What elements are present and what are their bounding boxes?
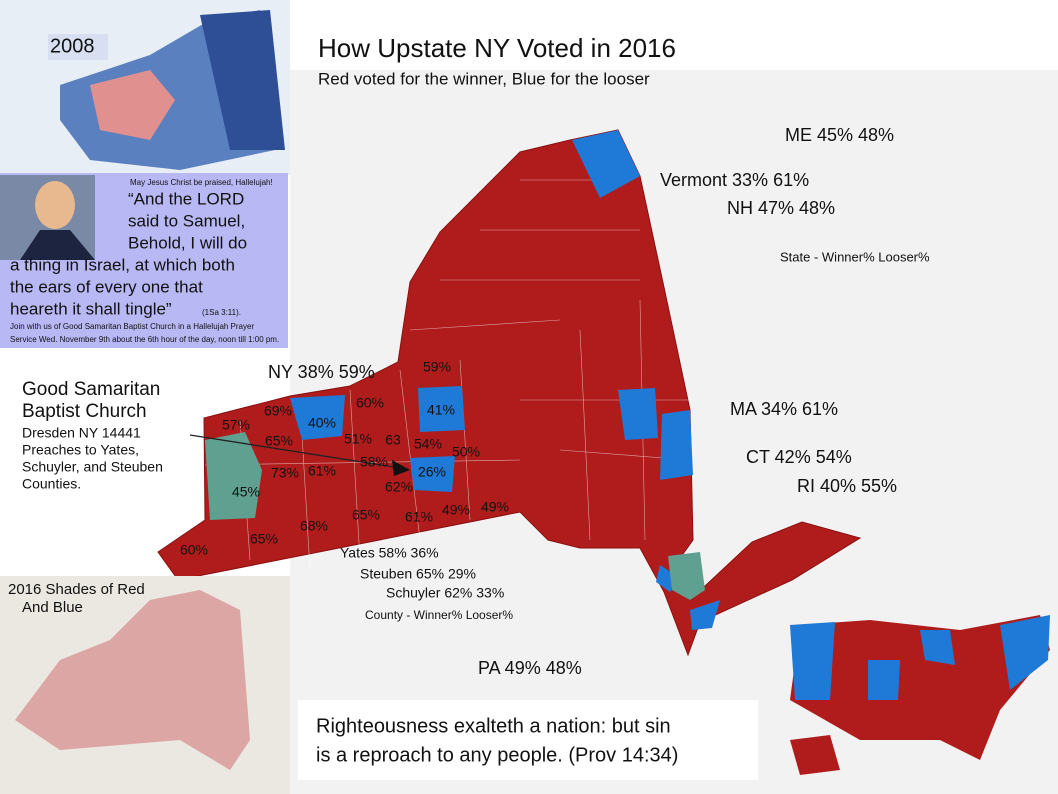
county-blue [660, 410, 693, 480]
inset-2016-label: And Blue [22, 599, 83, 616]
church-name: Baptist Church [22, 401, 147, 422]
county-label: 68% [300, 518, 328, 534]
county-label: 45% [232, 484, 260, 500]
county-label: 57% [222, 417, 250, 433]
county-label: 40% [308, 415, 336, 431]
verse-line: is a reproach to any people. (Prov 14:34… [316, 744, 678, 766]
county-label: 26% [418, 464, 446, 480]
county-green [205, 432, 262, 520]
county-label: 59% [423, 359, 451, 375]
church-detail: Counties. [22, 476, 81, 492]
county-label: 60% [180, 542, 208, 558]
county-blue [690, 600, 720, 630]
inset-2008-neighbors [200, 10, 285, 150]
quote-line: said to Samuel, [128, 211, 245, 230]
state-label: MA 34% 61% [730, 399, 838, 419]
quote-reference: (1Sa 3:11). [202, 308, 241, 317]
county-label: 54% [414, 436, 442, 452]
inset-2016-label: 2016 Shades of Red [8, 581, 145, 598]
county-label: 65% [352, 507, 380, 523]
county-label: 41% [427, 402, 455, 418]
arrowhead [392, 460, 410, 476]
verse-box [298, 700, 758, 780]
county-blue [618, 388, 658, 440]
county-label: 60% [356, 395, 384, 411]
inset-2008-red [90, 70, 175, 140]
county-label: 58% [360, 454, 388, 470]
quote-invite: Service Wed. November 9th about the 6th … [10, 335, 279, 344]
county-label: 65% [265, 433, 293, 449]
verse-line: Righteousness exalteth a nation: but sin [316, 715, 671, 737]
church-detail: Schuyler, and Steuben [22, 459, 163, 475]
us-map-northeast [1000, 615, 1050, 690]
county-blue [418, 386, 465, 432]
county-label: 63 [385, 432, 401, 448]
quote-invite: Join with us of Good Samaritan Baptist C… [10, 322, 254, 331]
arrow [189, 434, 401, 469]
church-detail: Dresden NY 14441 [22, 425, 141, 441]
county-note: Steuben 65% 29% [360, 566, 476, 582]
inset-2008-label: 2008 [50, 35, 95, 57]
quote-line: the ears of every one that [10, 277, 203, 296]
quote-line: a thing in Israel, at which both [10, 255, 235, 274]
state-label: PA 49% 48% [478, 658, 582, 678]
photo-face [35, 181, 75, 229]
photo-suit [20, 230, 95, 260]
state-label: RI 40% 55% [797, 476, 897, 496]
us-map-colorado [868, 660, 900, 700]
us-map-red [790, 615, 1050, 760]
church-name: Good Samaritan [22, 379, 160, 400]
state-label: ME 45% 48% [785, 125, 894, 145]
title: How Upstate NY Voted in 2016 [318, 33, 676, 63]
state-label: CT 42% 54% [746, 447, 852, 467]
county-label: 62% [385, 479, 413, 495]
inset-2008-label-bg [48, 34, 108, 60]
state-label: Vermont 33% 61% [660, 170, 809, 190]
county-note: Yates 58% 36% [340, 545, 439, 561]
county-label: 61% [405, 509, 433, 525]
county-blue [410, 456, 455, 492]
inset-2016-shades [15, 590, 250, 770]
us-map-minnesota [920, 630, 955, 665]
quote-line: heareth it shall tingle” [10, 299, 172, 318]
subtitle: Red voted for the winner, Blue for the l… [318, 69, 650, 88]
quote-praise: May Jesus Christ be praised, Hallelujah! [130, 178, 273, 187]
county-blue [290, 395, 345, 440]
county-label: 69% [264, 403, 292, 419]
us-map-west [790, 622, 835, 700]
county-green [668, 552, 705, 600]
county-label: 51% [344, 431, 372, 447]
county-label: 50% [452, 444, 480, 460]
quote-line: “And the LORD [128, 189, 244, 208]
county-label: 73% [271, 465, 299, 481]
quote-line: Behold, I will do [128, 233, 247, 252]
county-blue [572, 130, 640, 198]
county-note: Schuyler 62% 33% [386, 585, 504, 601]
state-label: NH 47% 48% [727, 198, 835, 218]
us-map-alaska [790, 735, 840, 775]
state-label: NY 38% 59% [268, 362, 375, 382]
county-label: 49% [481, 499, 509, 515]
church-detail: Preaches to Yates, [22, 442, 139, 458]
state-legend: State - Winner% Looser% [780, 249, 930, 264]
county-label: 65% [250, 531, 278, 547]
county-legend: County - Winner% Looser% [365, 608, 513, 622]
county-label: 61% [308, 463, 336, 479]
county-label: 49% [442, 502, 470, 518]
